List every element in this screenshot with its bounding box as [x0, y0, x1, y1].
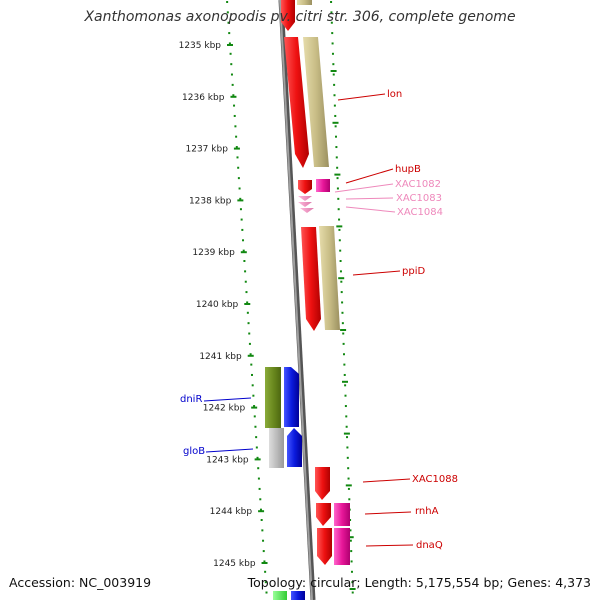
tick-label: 1242 kbp — [203, 404, 246, 414]
label-dnaQ[interactable]: dnaQ — [416, 540, 443, 551]
gene-dnaQ-pink[interactable] — [334, 528, 350, 565]
tick-label: 1238 kbp — [189, 196, 232, 206]
gene-XAC1082[interactable] — [298, 196, 312, 201]
label-gloB[interactable]: gloB — [183, 446, 205, 457]
gene-lon[interactable] — [303, 37, 329, 167]
gene-blue-lower[interactable] — [287, 428, 302, 467]
gene-XAC1084[interactable] — [300, 208, 314, 213]
label-ppiD[interactable]: ppiD — [402, 266, 425, 277]
label-XAC1083[interactable]: XAC1083 — [396, 193, 442, 204]
label-dniR[interactable]: dniR — [180, 394, 202, 405]
gene-features — [265, 0, 350, 600]
gene-green-bottom[interactable] — [273, 591, 287, 600]
label-XAC1082[interactable]: XAC1082 — [395, 179, 441, 190]
gene-rnhA[interactable] — [316, 503, 331, 526]
label-XAC1084[interactable]: XAC1084 — [397, 207, 443, 218]
gene-red-lon-left[interactable] — [284, 37, 309, 168]
gene-hupB[interactable] — [316, 179, 330, 192]
backbone — [278, 0, 316, 600]
label-connectors — [203, 93, 414, 547]
genome-title: Xanthomonas axonopodis pv. citri str. 30… — [84, 9, 516, 25]
gene-dniR[interactable] — [265, 367, 281, 428]
label-XAC1088[interactable]: XAC1088 — [412, 474, 458, 485]
gene-olive-top[interactable] — [297, 0, 312, 5]
tick-label: 1237 kbp — [186, 145, 229, 155]
dotted-ruler — [226, 1, 356, 594]
tick-label: 1239 kbp — [192, 248, 235, 258]
gene-blue-bottom[interactable] — [291, 591, 305, 600]
tick-label: 1241 kbp — [199, 352, 242, 362]
genome-summary-text: Topology: circular; Length: 5,175,554 bp… — [247, 575, 591, 590]
label-rnhA[interactable]: rnhA — [415, 506, 439, 517]
gene-labels: lon hupB XAC1082 XAC1083 XAC1084 ppiD dn… — [180, 89, 458, 551]
label-lon[interactable]: lon — [387, 89, 402, 100]
gene-gloB[interactable] — [269, 428, 284, 468]
gene-red-top[interactable] — [281, 0, 295, 31]
tick-label: 1235 kbp — [179, 41, 222, 51]
gene-ppiD[interactable] — [319, 226, 340, 330]
tick-label: 1243 kbp — [206, 455, 249, 465]
gene-red-ppiD-left[interactable] — [301, 227, 321, 331]
tick-marks-left — [227, 44, 268, 564]
tick-label: 1236 kbp — [182, 93, 225, 103]
tick-labels: 1235 kbp 1236 kbp 1237 kbp 1238 kbp 1239 kbp… — [179, 41, 256, 569]
gene-XAC1088[interactable] — [315, 467, 330, 500]
gene-dnaQ[interactable] — [317, 528, 332, 565]
label-hupB[interactable]: hupB — [395, 164, 421, 175]
tick-label: 1244 kbp — [210, 507, 253, 517]
gene-XAC1083[interactable] — [298, 202, 312, 207]
tick-label: 1240 kbp — [196, 300, 239, 310]
gene-blue-upper[interactable] — [284, 367, 299, 427]
gene-rnhA-pink[interactable] — [334, 503, 350, 526]
accession-text: Accession: NC_003919 — [9, 575, 152, 590]
gene-hupB-red[interactable] — [298, 180, 312, 194]
tick-label: 1245 kbp — [213, 559, 256, 569]
